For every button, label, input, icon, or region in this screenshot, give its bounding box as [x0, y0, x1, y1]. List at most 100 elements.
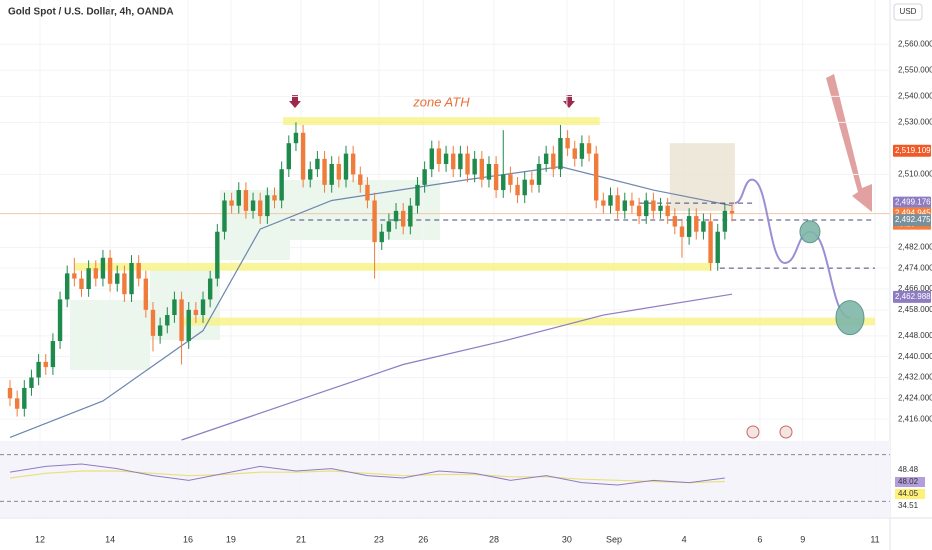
moving-average [9, 166, 733, 438]
y-tick-label: 2,458.000 [898, 305, 932, 314]
x-tick-label: 23 [374, 534, 384, 544]
event-icon[interactable] [779, 425, 793, 439]
price-badge-label: 2,492.475 [895, 215, 931, 224]
candle-body [279, 169, 284, 201]
zone-label: zone ATH [412, 95, 470, 110]
candle-body [14, 398, 20, 409]
zone [180, 317, 875, 326]
candle-body [715, 231, 720, 263]
candle-body [543, 153, 549, 165]
candle-body [322, 158, 327, 185]
candle-body [22, 387, 27, 409]
x-tick-label: 4 [682, 534, 687, 544]
rsi-line [9, 463, 725, 486]
x-tick-label: 16 [183, 534, 193, 544]
trend-cloud [70, 180, 440, 370]
candle-body [286, 143, 292, 170]
candle-body [429, 148, 434, 170]
zone [283, 117, 600, 125]
x-tick-label: 26 [418, 534, 428, 544]
candle-body [472, 158, 477, 175]
x-tick-label: 30 [562, 534, 572, 544]
candle-body [579, 143, 585, 159]
price-badge-label: 2,499.176 [895, 198, 931, 207]
candle-body [694, 216, 699, 232]
candle-body [300, 132, 306, 180]
candle-body [515, 184, 520, 196]
candle-body [415, 184, 420, 206]
candle-body [129, 262, 134, 295]
rsi-badge-label: 34.51 [898, 501, 919, 510]
projection-path [734, 178, 851, 319]
candle-body [536, 164, 542, 185]
y-tick-label: 2,540.000 [898, 91, 932, 100]
price-badge-label: 2,462.988 [895, 292, 931, 301]
candle-body [136, 262, 141, 279]
candle-body [186, 309, 191, 342]
candle-body [243, 190, 249, 211]
candle-body [115, 273, 120, 284]
candle-body [43, 361, 48, 368]
candle-body [179, 299, 184, 342]
candle-body [86, 268, 91, 289]
moving-average [181, 293, 733, 441]
candle-body [722, 210, 728, 232]
x-tick-label: 14 [105, 534, 115, 544]
y-tick-label: 2,466.000 [898, 284, 932, 293]
candle-body [343, 153, 349, 180]
candle-body [493, 164, 499, 191]
candle-body [122, 273, 127, 295]
y-tick-label: 2,432.000 [898, 373, 932, 382]
y-tick-label: 2,550.000 [898, 65, 932, 74]
price-badge-label: 2,494.945 [895, 209, 931, 218]
candle-body [501, 174, 506, 191]
candle-body [408, 205, 413, 227]
x-tick-label: 11 [870, 534, 879, 544]
candle-body [701, 221, 706, 232]
y-tick-label: 2,482.000 [898, 242, 932, 251]
candle-body [622, 200, 627, 211]
candle-body [615, 195, 620, 211]
candle-body [422, 169, 427, 185]
y-tick-label: 2,440.000 [898, 352, 932, 361]
candle-body [486, 164, 492, 180]
candle-body [672, 216, 678, 227]
candle-body [315, 158, 320, 170]
candle-body [479, 158, 485, 180]
rsi-pane [0, 441, 890, 517]
candle-body [629, 200, 635, 206]
rsi-badge [895, 489, 925, 499]
candle-body [679, 226, 685, 237]
rsi-badge-label: 44.05 [898, 489, 919, 498]
range-box [669, 143, 735, 211]
candle-body [172, 299, 177, 316]
candle-body [50, 341, 56, 368]
event-icon[interactable] [746, 425, 760, 439]
candle-body [215, 231, 220, 279]
candle-body [350, 153, 356, 175]
y-tick-label: 2,560.000 [898, 39, 932, 48]
rsi-signal [9, 470, 725, 484]
candle-body [400, 210, 406, 227]
candle-body [272, 195, 277, 201]
candle-body [265, 195, 270, 217]
candle-body [207, 278, 213, 300]
candle-body [100, 257, 106, 279]
candle-body [64, 273, 70, 300]
x-tick-label: 6 [757, 534, 762, 544]
candle-body [529, 179, 535, 185]
target-ellipse [835, 300, 865, 336]
y-tick-label: 2,448.000 [898, 331, 932, 340]
x-tick-label: 12 [35, 534, 45, 544]
candle-body [572, 148, 577, 159]
y-tick-label: 2,474.000 [898, 263, 932, 272]
candle-body [551, 153, 556, 170]
currency-box[interactable] [893, 3, 923, 21]
candle-body [729, 210, 735, 214]
chart-title: Gold Spot / U.S. Dollar, 4h, OANDA [8, 7, 174, 18]
candle-body [293, 132, 299, 144]
candle-body [665, 205, 670, 217]
candle-body [636, 205, 642, 217]
y-tick-label: 2,530.000 [898, 117, 932, 126]
candle-body [236, 190, 241, 206]
